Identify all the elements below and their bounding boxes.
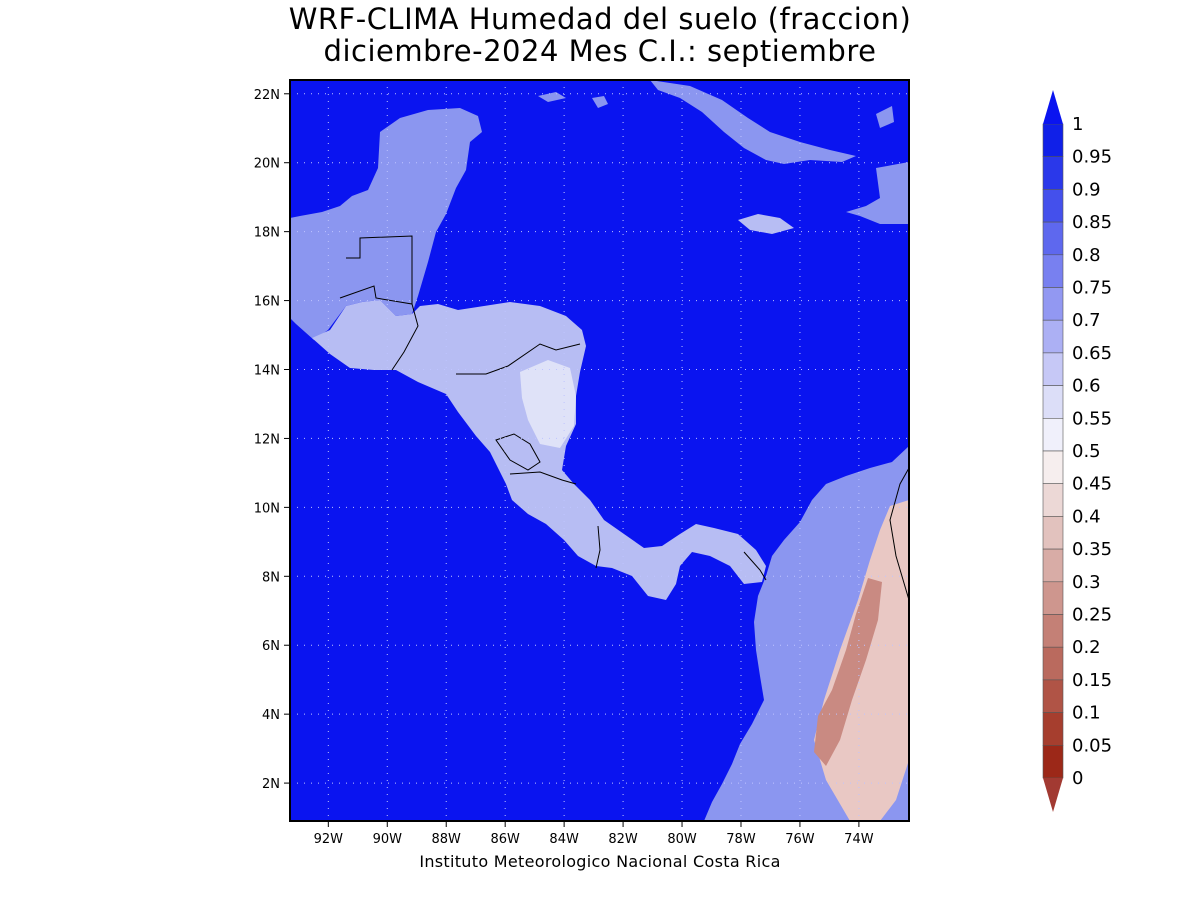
lat-tick-label: 6N [262,639,280,654]
lon-tick-label: 76W [785,832,815,847]
colorbar-level-label: 0 [1072,768,1083,789]
land-central-america [312,300,766,600]
lon-tick-label: 86W [490,832,520,847]
colorbar-level-label: 0.5 [1072,441,1101,462]
colorbar-level-label: 0.2 [1072,637,1101,658]
lat-tick-label: 16N [254,295,280,310]
colorbar-level-label: 0.3 [1072,572,1101,593]
colorbar-segment [1042,352,1064,386]
colorbar-segment [1042,646,1064,681]
lat-tick-label: 8N [262,570,280,585]
land-mexico-yucatan [290,108,482,340]
colorbar-level-label: 0.15 [1072,670,1112,691]
lat-tick-label: 18N [254,226,280,241]
lat-tick-label: 22N [254,88,280,103]
colorbar-segment [1042,156,1064,190]
colorbar-level-label: 0.6 [1072,376,1101,397]
border-guatemala-honduras [391,303,419,371]
lat-tick-label: 2N [262,777,280,792]
colorbar-segment [1042,450,1064,485]
lon-tick-label: 82W [608,832,638,847]
colorbar-level-label: 0.35 [1072,539,1112,560]
colorbar-level-label: 0.1 [1072,703,1101,724]
lat-tick-label: 12N [254,432,280,447]
colorbar: 1 0.95 0.9 0.85 0.8 0.75 0.7 0.65 0.6 0.55 0.5 0.45… [1042,90,1112,812]
colorbar-segment [1042,319,1064,354]
land-jamaica [738,214,794,234]
lon-tick-label: 88W [432,832,462,847]
land-bahamas-fragment [876,106,894,128]
colorbar-level-label: 0.4 [1072,506,1101,527]
longitude-axis: 92W 90W 88W 86W 84W 82W 80W 78W 76W 74W [314,821,874,847]
colorbar-level-label: 1 [1072,114,1083,135]
border-costarica-panama [595,525,601,569]
colorbar-segment [1042,221,1064,256]
land-cuba [650,80,856,164]
colorbar-level-label: 0.65 [1072,343,1112,364]
colorbar-segment [1042,483,1064,517]
lake-nicaragua-outline [495,433,541,471]
colorbar-level-label: 0.45 [1072,474,1112,495]
border-panama-colombia [743,551,767,581]
colorbar-level-label: 0.25 [1072,605,1112,626]
lon-tick-label: 80W [667,832,697,847]
colorbar-top-arrow [1043,90,1063,124]
border-nicaragua-costarica [509,471,577,485]
colorbar-level-label: 0.55 [1072,408,1112,429]
land-hispaniola [846,162,909,224]
colorbar-bottom-arrow [1043,778,1063,812]
land-isla-de-la-juventud [592,96,608,108]
colorbar-level-label: 0.9 [1072,179,1101,200]
colorbar-level-label: 0.85 [1072,212,1112,233]
colorbar-segment [1042,712,1064,746]
colorbar-level-label: 0.05 [1072,735,1112,756]
colorbar-segment [1042,385,1064,419]
colorbar-segment [1042,417,1064,452]
colorbar-segment [1042,254,1064,288]
lon-tick-label: 84W [549,832,579,847]
colorbar-segment [1042,548,1064,583]
lat-tick-label: 14N [254,364,280,379]
border-honduras-nicaragua [456,343,581,375]
map-panel [290,80,909,821]
border-colombia-venezuela [889,467,909,601]
colorbar-segment [1042,744,1064,779]
colorbar-level-label: 0.7 [1072,310,1101,331]
lon-tick-label: 74W [844,832,874,847]
lat-tick-label: 20N [254,157,280,172]
colorbar-level-label: 0.8 [1072,245,1101,266]
colorbar-segment [1042,287,1064,321]
land-andes-dry-core [814,578,882,766]
colorbar-level-label: 0.95 [1072,147,1112,168]
credit-line: Instituto Meteorologico Nacional Costa R… [419,852,781,871]
lat-tick-label: 10N [254,501,280,516]
lon-tick-label: 90W [373,832,403,847]
colorbar-segment [1042,679,1064,713]
map-title-line-2: diciembre-2024 Mes C.I.: septiembre [323,34,877,68]
lat-tick-label: 4N [262,708,280,723]
colorbar-level-label: 0.75 [1072,278,1112,299]
colorbar-segment [1042,581,1064,615]
lon-tick-label: 78W [726,832,756,847]
land-honduras-dry-patch [520,360,576,448]
border-mexico-guatemala [339,235,413,305]
colorbar-segment [1042,614,1064,648]
colorbar-segment [1042,189,1064,223]
land-gulf-fragment [538,92,566,102]
map-frame [289,79,910,822]
latitude-axis: 2N 4N 6N 8N 10N 12N 14N 16N 18N 20N 22N [254,88,290,792]
lon-tick-label: 92W [314,832,344,847]
colorbar-segment [1042,123,1064,158]
map-title-line-1: WRF-CLIMA Humedad del suelo (fraccion) [288,2,912,36]
country-borders [339,235,909,601]
colorbar-segment [1042,516,1064,550]
